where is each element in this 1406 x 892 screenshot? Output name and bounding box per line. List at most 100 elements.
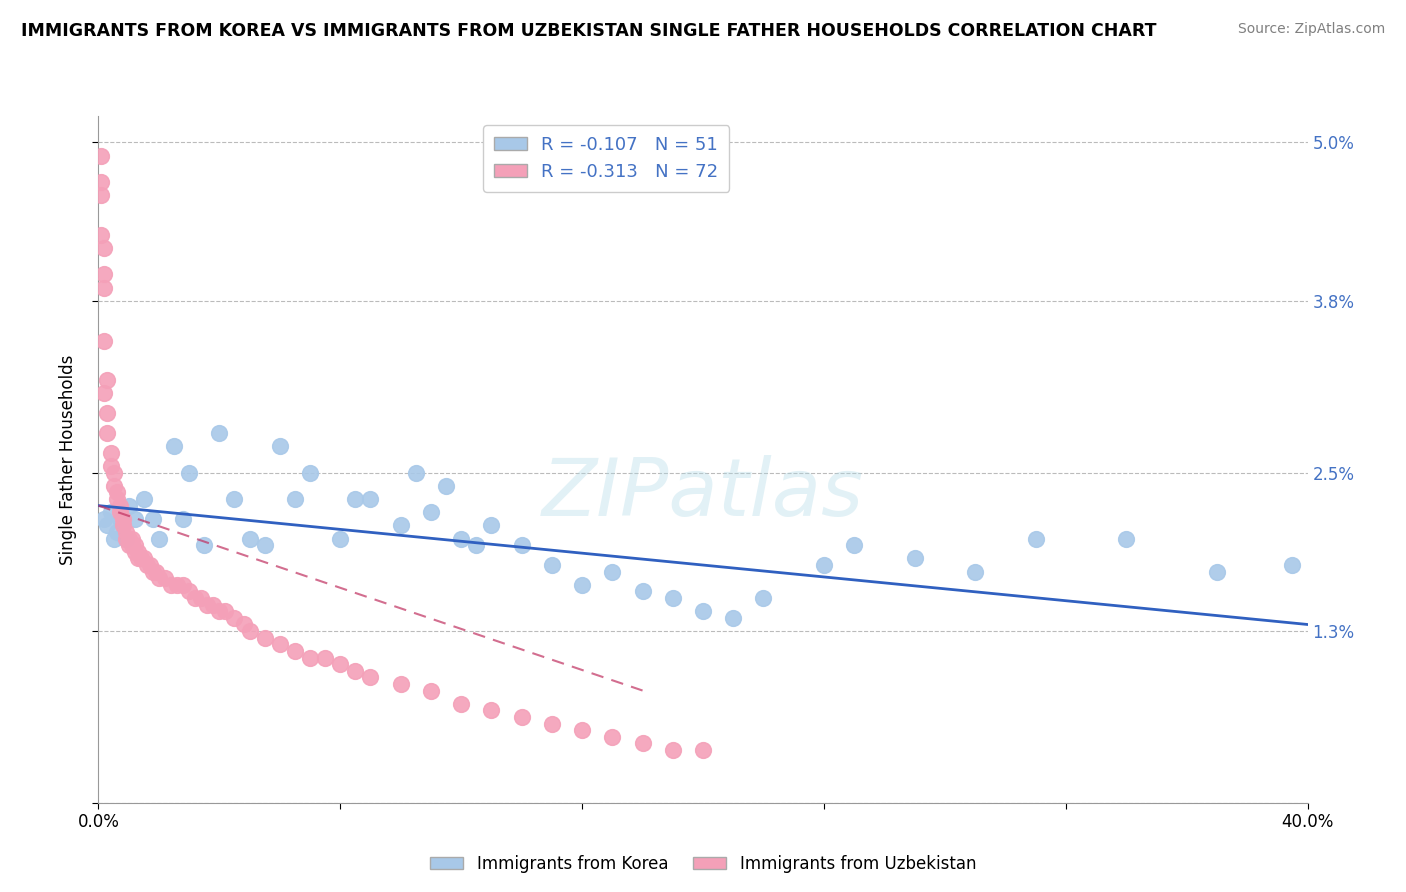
Point: [108, 499, 131, 513]
Y-axis label: Single Father Households: Single Father Households: [59, 354, 77, 565]
Point: [299, 466, 322, 480]
Point: [239, 624, 262, 639]
Point: [114, 532, 136, 546]
Point: [752, 591, 775, 605]
Point: [723, 611, 745, 625]
Point: [96, 406, 118, 420]
Point: [118, 538, 141, 552]
Point: [360, 491, 382, 506]
Point: [139, 558, 162, 572]
Point: [510, 710, 533, 724]
Point: [124, 538, 146, 552]
Point: [166, 578, 188, 592]
Point: [813, 558, 835, 572]
Point: [208, 425, 231, 440]
Point: [571, 578, 593, 592]
Point: [344, 491, 367, 506]
Point: [93, 512, 115, 526]
Point: [114, 532, 136, 546]
Point: [284, 644, 307, 658]
Point: [163, 439, 186, 453]
Point: [631, 584, 654, 599]
Point: [100, 458, 122, 473]
Point: [692, 604, 714, 618]
Point: [100, 505, 122, 519]
Point: [96, 518, 118, 533]
Point: [96, 425, 118, 440]
Point: [124, 545, 146, 559]
Point: [148, 571, 170, 585]
Point: [90, 188, 112, 202]
Point: [299, 650, 322, 665]
Point: [195, 598, 218, 612]
Point: [1281, 558, 1303, 572]
Point: [179, 466, 201, 480]
Point: [224, 611, 246, 625]
Point: [692, 743, 714, 757]
Point: [193, 538, 215, 552]
Point: [1024, 532, 1046, 546]
Point: [108, 512, 131, 526]
Text: Source: ZipAtlas.com: Source: ZipAtlas.com: [1237, 22, 1385, 37]
Text: IMMIGRANTS FROM KOREA VS IMMIGRANTS FROM UZBEKISTAN SINGLE FATHER HOUSEHOLDS COR: IMMIGRANTS FROM KOREA VS IMMIGRANTS FROM…: [21, 22, 1157, 40]
Point: [208, 604, 231, 618]
Point: [160, 578, 183, 592]
Point: [132, 551, 155, 566]
Point: [1115, 532, 1137, 546]
Point: [602, 565, 624, 579]
Point: [465, 538, 488, 552]
Point: [540, 716, 562, 731]
Point: [93, 241, 115, 255]
Point: [103, 532, 125, 546]
Point: [314, 650, 336, 665]
Point: [105, 524, 128, 539]
Point: [145, 565, 167, 579]
Point: [132, 491, 155, 506]
Point: [844, 538, 866, 552]
Point: [148, 532, 170, 546]
Point: [214, 604, 236, 618]
Point: [184, 591, 207, 605]
Point: [329, 532, 352, 546]
Point: [190, 591, 212, 605]
Point: [96, 373, 118, 387]
Point: [153, 571, 176, 585]
Point: [179, 584, 201, 599]
Point: [103, 466, 125, 480]
Point: [111, 512, 134, 526]
Point: [269, 637, 291, 651]
Point: [114, 524, 136, 539]
Point: [389, 518, 412, 533]
Point: [142, 565, 165, 579]
Point: [224, 491, 246, 506]
Point: [540, 558, 562, 572]
Point: [124, 512, 146, 526]
Point: [434, 479, 457, 493]
Point: [108, 505, 131, 519]
Point: [127, 545, 149, 559]
Point: [142, 512, 165, 526]
Point: [510, 538, 533, 552]
Point: [93, 281, 115, 295]
Legend: R = -0.107   N = 51, R = -0.313   N = 72: R = -0.107 N = 51, R = -0.313 N = 72: [484, 125, 730, 192]
Point: [405, 466, 427, 480]
Point: [93, 334, 115, 348]
Point: [420, 505, 443, 519]
Point: [202, 598, 225, 612]
Point: [571, 723, 593, 738]
Point: [127, 551, 149, 566]
Point: [105, 491, 128, 506]
Point: [389, 677, 412, 691]
Point: [662, 743, 685, 757]
Point: [90, 175, 112, 189]
Point: [420, 683, 443, 698]
Point: [111, 518, 134, 533]
Point: [329, 657, 352, 672]
Point: [135, 558, 157, 572]
Point: [90, 148, 112, 162]
Point: [121, 538, 143, 552]
Point: [239, 532, 262, 546]
Text: ZIPatlas: ZIPatlas: [541, 455, 865, 533]
Point: [253, 631, 276, 645]
Point: [269, 439, 291, 453]
